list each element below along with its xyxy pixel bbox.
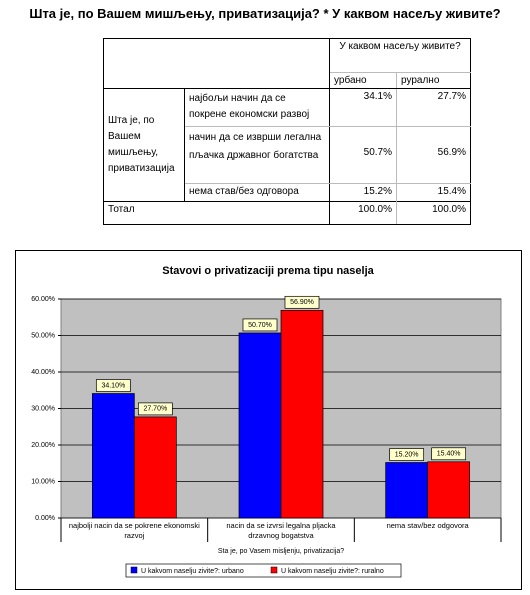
value-label: 27.70% [143, 406, 167, 413]
value-label: 50.70% [248, 322, 272, 329]
crosstab: У каквом насељу живите? урбано рурално Ш… [103, 38, 471, 225]
legend: U kakvom naselju zivite?: urbano U kakvom… [125, 563, 402, 578]
value-label-box [137, 402, 173, 416]
y-tick-label: 20.00% [31, 442, 55, 449]
cell: 50.7% [329, 126, 397, 184]
y-tick-label: 50.00% [31, 332, 55, 339]
x-tick-label: najbolji nacin da se pokrene ekonomski r… [68, 521, 200, 540]
bar [280, 309, 324, 519]
y-tick-label: 40.00% [31, 369, 55, 376]
value-label-box [431, 447, 467, 461]
value-label-box [242, 318, 278, 332]
row-group: Шта је, по Вашем мишљењу, приватизација [103, 88, 185, 202]
value-label-box [95, 379, 131, 392]
bar [427, 461, 471, 519]
legend-label: U kakvom naselju zivite?: urbano [141, 568, 244, 575]
chart: Stavovi o privatizaciji prema tipu nasel… [15, 250, 522, 590]
x-tick-label: nacin da se izvrsi legalna pljacka drzav… [226, 521, 336, 540]
bar [133, 416, 177, 519]
column-header: рурално [396, 72, 471, 89]
row-label: нема став/без одговора [189, 186, 299, 197]
cell: 34.1% [329, 88, 397, 127]
bar [238, 332, 282, 519]
legend-label: U kakvom naselju zivite?: ruralno [281, 568, 384, 575]
legend-swatch [270, 566, 278, 574]
cell: 56.9% [396, 126, 471, 184]
y-tick-label: 60.00% [31, 296, 55, 303]
bar [91, 393, 135, 519]
y-tick-label: 0.00% [35, 515, 55, 522]
bar [385, 462, 429, 519]
x-axis-title: Sta je, po Vasem misljenju, privatizacij… [218, 548, 344, 555]
value-label: 15.40% [437, 451, 461, 458]
value-label-box [284, 295, 320, 309]
value-label-box [389, 448, 425, 461]
row-label: начин да се изврши легална пљачка државн… [184, 126, 330, 184]
cell: 15.2% [329, 183, 397, 202]
row-label: најбољи начин да се покрене економски ра… [184, 88, 330, 127]
cell: 100.0% [396, 201, 471, 225]
y-tick-label: 10.00% [31, 478, 55, 485]
total-label: Тотал [103, 201, 330, 225]
column-header: урбано [329, 72, 397, 89]
value-label: 34.10% [101, 382, 125, 389]
y-tick-label: 30.00% [31, 405, 55, 412]
value-label: 15.20% [395, 451, 419, 458]
chart-svg: Stavovi o privatizaciji prema tipu nasel… [31, 265, 502, 578]
chart-title: Stavovi o privatizaciji prema tipu nasel… [162, 265, 374, 277]
cell: 100.0% [329, 201, 397, 225]
x-tick-label: nema stav/bez odgovora [386, 521, 469, 530]
column-group: У каквом насељу живите? [329, 38, 471, 73]
legend-box [125, 563, 402, 578]
cell: 27.7% [396, 88, 471, 127]
page-title: Шта је, по Вашем мишљењу, приватизација?… [29, 6, 501, 21]
value-label: 56.90% [290, 299, 314, 306]
cell: 15.4% [396, 183, 471, 202]
legend-swatch [130, 566, 138, 574]
